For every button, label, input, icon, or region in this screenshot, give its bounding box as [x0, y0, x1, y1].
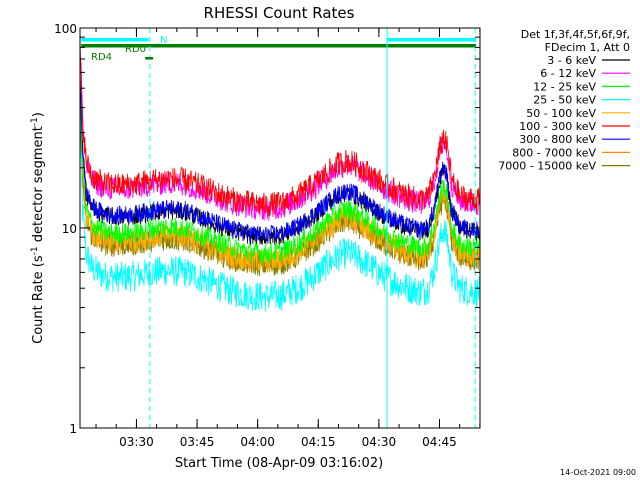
legend-entry-label: 100 - 300 keV [519, 120, 596, 133]
series-lines [80, 37, 480, 312]
annotation-bar-rd4 [145, 57, 154, 60]
annotation-bar-0 [81, 38, 149, 42]
annotation-bar-2 [81, 44, 476, 48]
annotation-bar-1 [387, 38, 476, 42]
annotation-labels: N RD0 RD4 [91, 35, 167, 63]
series-line-3-6-kev [80, 74, 480, 246]
x-tick-label: 03:45 [180, 435, 215, 449]
x-tick-label: 03:30 [119, 435, 154, 449]
legend-entry-label: 6 - 12 keV [540, 67, 596, 80]
y-axis-label: Count Rate (s-1 detector segment-1) [30, 112, 46, 344]
x-tick-label: 04:30 [362, 435, 397, 449]
y-axis-label-sup1: -1 [30, 246, 40, 255]
series-line-25-50-kev [80, 127, 480, 312]
legend-header-1: Det 1f,3f,4f,5f,6f,9f, [521, 28, 630, 41]
legend-entry-label: 7000 - 15000 keV [498, 160, 596, 173]
y-axis-label-end: ) [31, 112, 46, 117]
legend-entry-label: 25 - 50 keV [533, 94, 596, 107]
legend-header-2: FDecim 1, Att 0 [545, 41, 630, 54]
y-tick-label: 1 [69, 422, 77, 436]
footer-timestamp: 14-Oct-2021 09:00 [560, 468, 636, 477]
legend-entry-label: 12 - 25 keV [533, 80, 596, 93]
series-line-12-25-kev [80, 79, 480, 264]
y-axis-label-sup2: -1 [30, 117, 40, 126]
x-tick-label: 04:15 [301, 435, 336, 449]
legend-entry-label: 50 - 100 keV [526, 107, 596, 120]
legend: Det 1f,3f,4f,5f,6f,9f, FDecim 1, Att 0 3… [498, 28, 630, 173]
y-axis-label-main: Count Rate (s [31, 255, 46, 344]
legend-entry-label: 3 - 6 keV [547, 54, 596, 67]
x-axis-label: Start Time (08-Apr-09 03:16:02) [175, 456, 383, 471]
x-tick-label: 04:00 [240, 435, 275, 449]
y-axis-ticks: 1 10 100 [54, 22, 480, 436]
x-tick-label: 04:45 [422, 435, 457, 449]
chart-title: RHESSI Count Rates [204, 4, 355, 22]
annotation-label-rd4: RD4 [91, 52, 112, 63]
series-line-100-300-kev [80, 37, 480, 218]
y-tick-label: 10 [62, 222, 77, 236]
series-line-300-800-kev [80, 61, 480, 244]
annotation-label-n: N [160, 35, 167, 46]
x-axis-ticks: 03:30 03:45 04:00 04:15 04:30 04:45 [95, 28, 481, 449]
annotation-label-rd0: RD0 [125, 44, 146, 55]
plot-area [80, 28, 480, 428]
y-tick-label: 100 [54, 22, 77, 36]
legend-entry-label: 800 - 7000 keV [512, 146, 596, 159]
y-axis-label-mid: detector segment [31, 126, 46, 246]
legend-entry-label: 300 - 800 keV [519, 133, 596, 146]
